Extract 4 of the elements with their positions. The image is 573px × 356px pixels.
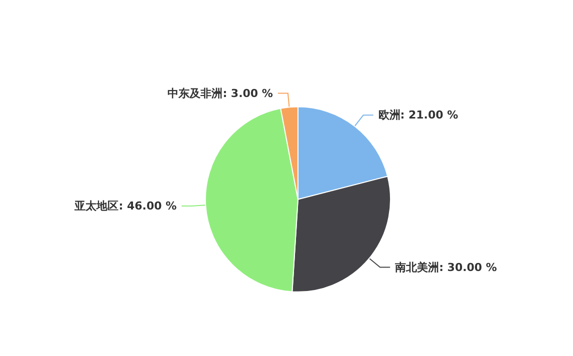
- slice-label: 中东及非洲: 3.00 %: [168, 86, 273, 100]
- slice-label: 欧洲: 21.00 %: [378, 108, 458, 122]
- slice-label: 亚太地区: 46.00 %: [74, 200, 177, 213]
- slice-label: 南北美洲: 30.00 %: [394, 260, 497, 274]
